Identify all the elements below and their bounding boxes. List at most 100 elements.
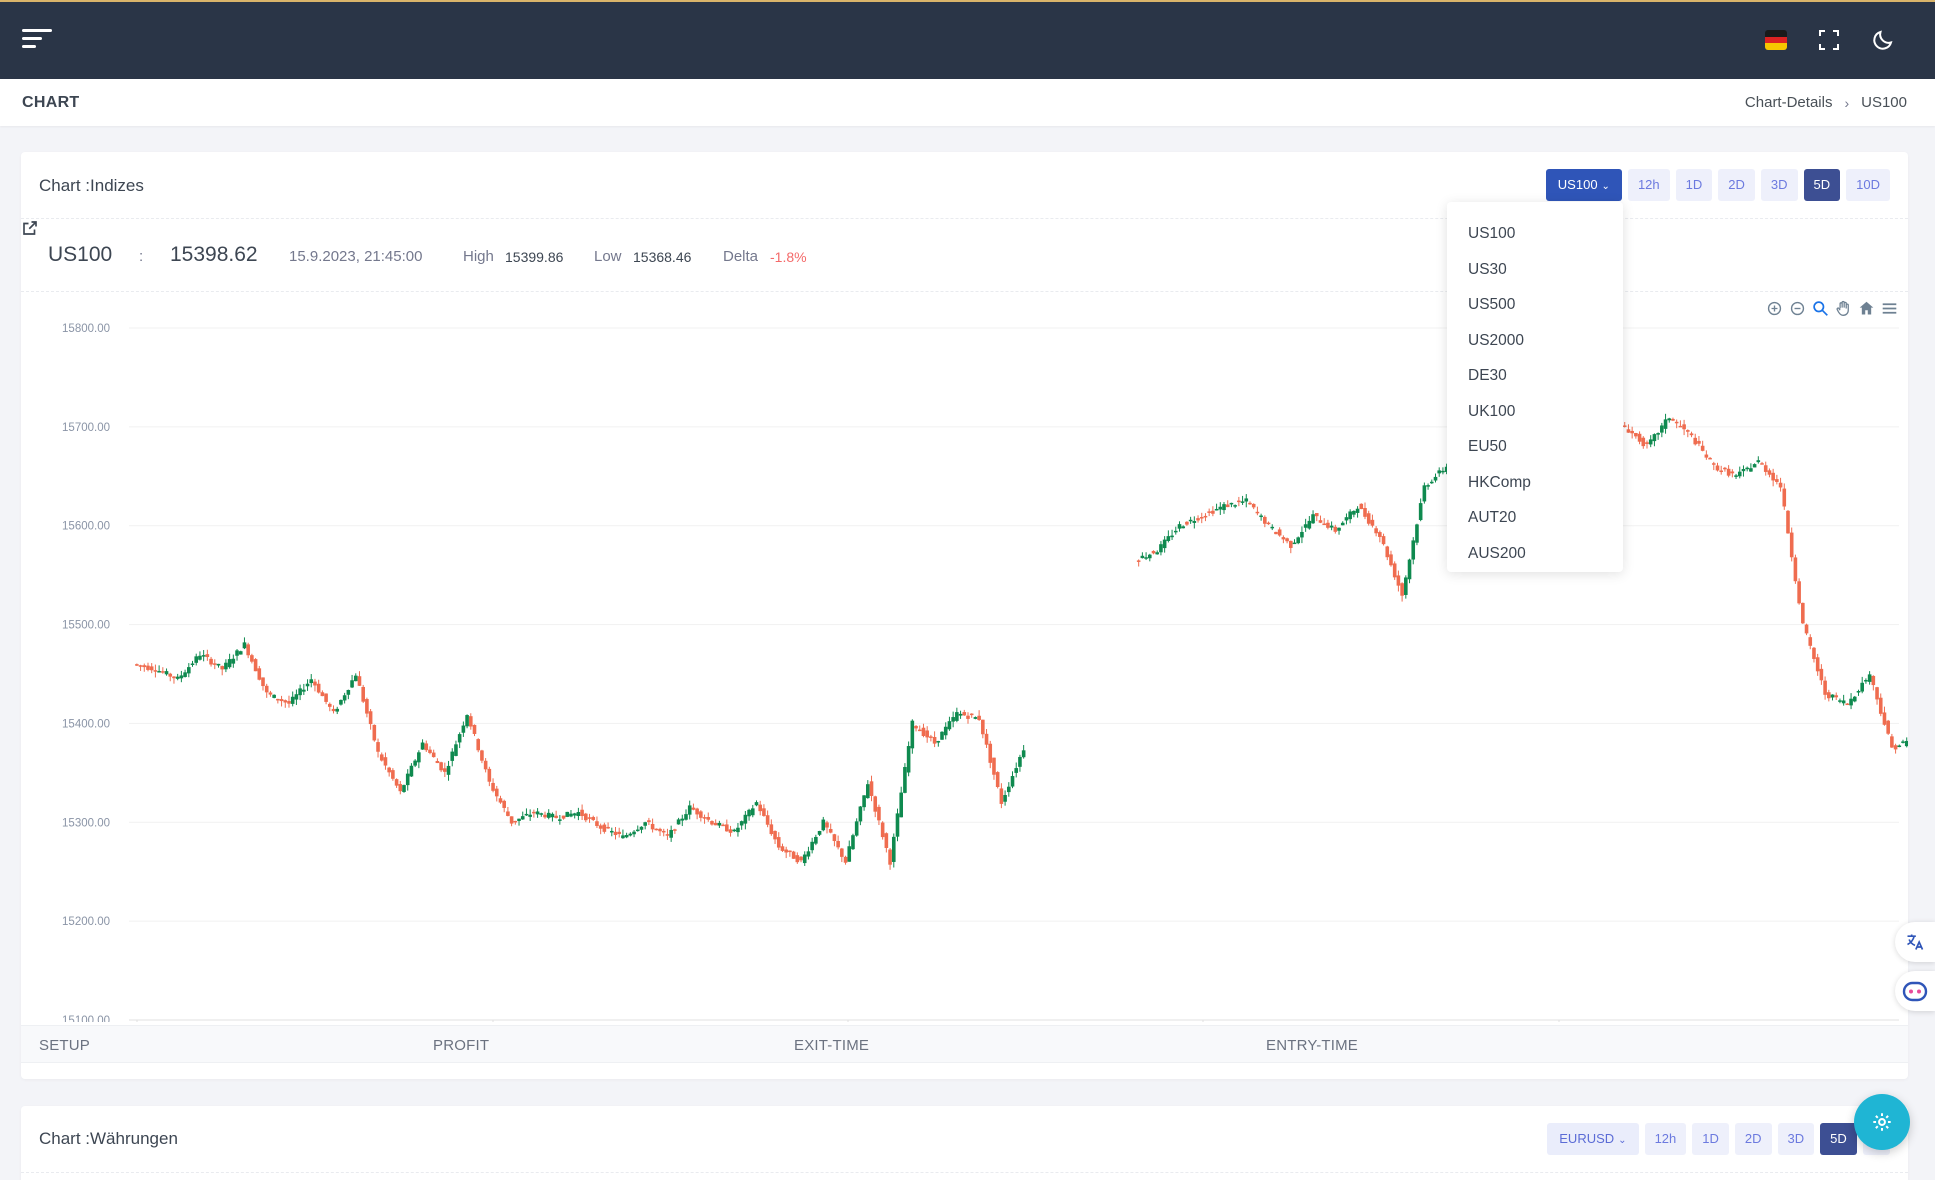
candlestick-chart[interactable]: 15800.00 15700.00 15600.00 15500.00 15400.00… xyxy=(21,292,1916,1045)
candle-body xyxy=(1834,695,1839,698)
candle-body xyxy=(1656,433,1660,435)
translate-icon xyxy=(1907,934,1924,950)
candle-body xyxy=(702,817,707,819)
candle-body xyxy=(992,757,996,775)
candle-body xyxy=(1882,712,1887,725)
timeframe-12h-button[interactable]: 12h xyxy=(1627,169,1670,201)
timeframe-1d-button[interactable]: 1D xyxy=(1675,169,1713,201)
zoom-in-icon[interactable] xyxy=(1766,300,1783,317)
candle-body xyxy=(1756,460,1761,463)
candle-body xyxy=(1300,531,1304,538)
candle-body xyxy=(1010,776,1015,787)
candle-body xyxy=(1682,424,1686,430)
candle-body xyxy=(465,715,469,727)
candle-body xyxy=(357,676,362,686)
timeframe-2d-button[interactable]: 2D xyxy=(1734,1123,1772,1155)
candle-body xyxy=(1007,786,1011,793)
candle-body xyxy=(190,663,195,666)
candle-body xyxy=(1422,485,1427,502)
candle-body xyxy=(587,817,592,819)
candle-body xyxy=(1173,530,1178,533)
moon-icon[interactable] xyxy=(1871,28,1895,52)
candle-body xyxy=(1311,514,1315,524)
dropdown-option-aus200[interactable]: AUS200 xyxy=(1468,544,1526,562)
candle-body xyxy=(1622,425,1627,427)
column-profit[interactable]: PROFIT xyxy=(433,1037,490,1054)
chart-svg[interactable]: 15800.00 15700.00 15600.00 15500.00 15400.00… xyxy=(21,292,1916,1045)
candle-body xyxy=(235,650,239,656)
dropdown-option-us100[interactable]: US100 xyxy=(1468,225,1516,242)
zoom-out-icon[interactable] xyxy=(1789,300,1806,317)
column-exit-time[interactable]: EXIT-TIME xyxy=(794,1037,870,1054)
chatbot-button[interactable] xyxy=(1895,971,1935,1011)
home-reset-icon[interactable] xyxy=(1858,300,1875,317)
selection-zoom-icon[interactable] xyxy=(1812,300,1829,317)
candle-body xyxy=(450,751,455,761)
timeframe-5d-button[interactable]: 5D xyxy=(1820,1123,1857,1155)
candle-body xyxy=(1426,485,1430,487)
external-link-icon[interactable] xyxy=(21,219,39,237)
candle-body xyxy=(1648,439,1653,445)
candle-body xyxy=(480,750,484,761)
currency-select-button[interactable]: EURUSD ⌄ xyxy=(1547,1123,1639,1155)
symbol-select-button[interactable]: US100 ⌄ xyxy=(1545,169,1622,201)
timeframe-3d-button[interactable]: 3D xyxy=(1777,1123,1815,1155)
candle-body xyxy=(454,744,458,756)
candle-body xyxy=(1385,546,1390,558)
candle-body xyxy=(1329,525,1334,528)
candle-body xyxy=(268,692,273,695)
candle-body xyxy=(988,743,993,763)
candle-body xyxy=(884,833,889,849)
candle-body xyxy=(1897,745,1902,748)
breadcrumb-item-chart-details[interactable]: Chart-Details xyxy=(1744,94,1833,111)
timeframe-5d-button[interactable]: 5D xyxy=(1803,169,1841,201)
column-setup[interactable]: SETUP xyxy=(39,1037,91,1054)
candle-body xyxy=(409,765,414,777)
timeframe-2d-button[interactable]: 2D xyxy=(1718,169,1755,201)
candle-body xyxy=(138,665,143,667)
candle-body xyxy=(1370,519,1375,526)
delta-label: Delta xyxy=(723,248,759,265)
candle-body xyxy=(238,651,243,655)
timeframe-3d-button[interactable]: 3D xyxy=(1760,169,1798,201)
column-entry-time[interactable]: ENTRY-TIME xyxy=(1266,1037,1359,1054)
candle-body xyxy=(439,762,443,771)
candle-body xyxy=(1726,468,1731,476)
pan-hand-icon[interactable] xyxy=(1835,300,1852,317)
candle-body xyxy=(157,671,161,673)
dropdown-option-us2000[interactable]: US2000 xyxy=(1468,331,1525,349)
dropdown-option-us500[interactable]: US500 xyxy=(1468,296,1516,313)
candle-body xyxy=(858,806,863,822)
dropdown-option-aut20[interactable]: AUT20 xyxy=(1468,509,1517,526)
chart-menu-icon[interactable] xyxy=(1881,300,1898,317)
candle-body xyxy=(1415,524,1419,543)
translate-button[interactable] xyxy=(1895,922,1935,962)
dropdown-option-eu50[interactable]: EU50 xyxy=(1468,438,1507,455)
candle-body xyxy=(921,727,926,737)
candle-body xyxy=(483,760,488,770)
dropdown-option-hkcomp[interactable]: HKComp xyxy=(1468,473,1531,491)
dropdown-option-de30[interactable]: DE30 xyxy=(1468,367,1507,384)
settings-fab-button[interactable] xyxy=(1854,1094,1910,1150)
timeframe-12h-button[interactable]: 12h xyxy=(1644,1123,1687,1155)
candle-body xyxy=(242,642,247,649)
page-title: CHART xyxy=(22,94,80,111)
candle-body xyxy=(342,695,347,701)
timeframe-10d-button[interactable]: 10D xyxy=(1846,169,1890,201)
candle-body xyxy=(546,812,551,818)
timeframe-1d-button[interactable]: 1D xyxy=(1692,1123,1729,1155)
candle-body xyxy=(309,679,314,684)
menu-icon[interactable] xyxy=(22,29,52,55)
germany-flag-icon[interactable] xyxy=(1765,30,1787,50)
candle-body xyxy=(149,666,154,671)
dropdown-option-us30[interactable]: US30 xyxy=(1468,260,1507,278)
dropdown-option-uk100[interactable]: UK100 xyxy=(1468,402,1516,420)
candle-body xyxy=(1697,440,1701,444)
candle-body xyxy=(877,806,881,821)
candle-body xyxy=(1893,745,1898,750)
fullscreen-icon[interactable] xyxy=(1817,28,1841,52)
candle-body xyxy=(279,699,284,702)
candle-body xyxy=(420,742,425,750)
candle-body xyxy=(1400,583,1404,596)
candle-body xyxy=(769,824,774,835)
